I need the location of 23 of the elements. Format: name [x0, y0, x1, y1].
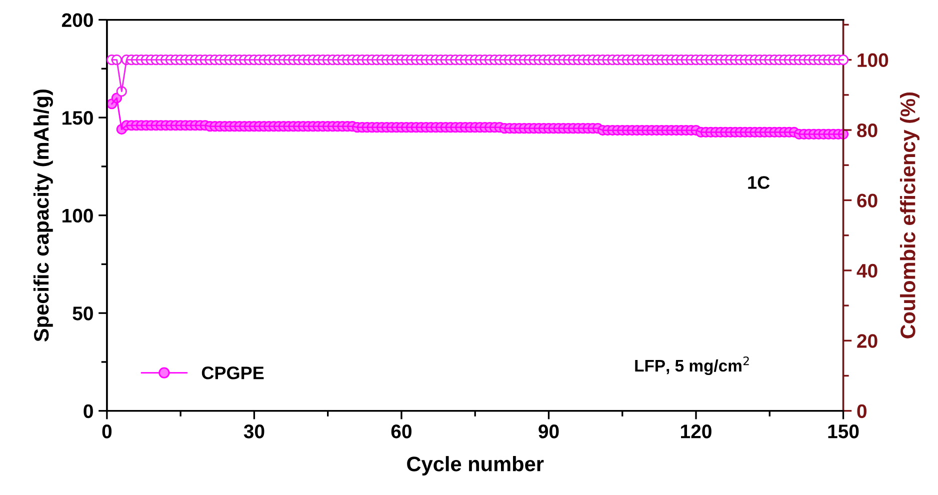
annotation: LFP, 5 mg/cm$^{2}$ — [635, 356, 749, 376]
y2-tick-label: 60 — [857, 194, 878, 208]
y2-tick-label: 80 — [857, 123, 878, 138]
y-axis-title: Specific capacity (mAh/g) — [33, 90, 53, 342]
y2-tick-label: 20 — [857, 334, 878, 348]
y2-tick-label: 100 — [858, 53, 888, 68]
x-tick-label: 30 — [244, 424, 264, 438]
y-tick-label: 150 — [62, 111, 93, 125]
x-tick-label: 120 — [681, 424, 712, 438]
x-tick-label: 90 — [538, 424, 559, 438]
x-tick-label: 0 — [102, 424, 112, 438]
annotation: 1C — [748, 176, 770, 189]
y-tick-label: 200 — [62, 13, 93, 28]
y2-tick-label: 0 — [857, 404, 866, 418]
legend-label: CPGPE — [202, 366, 264, 380]
x-tick-label: 60 — [391, 424, 412, 438]
y-tick-label: 100 — [62, 208, 93, 223]
y2-axis-title: Coulombic efficiency (%) — [900, 92, 920, 338]
y2-tick-label: 40 — [856, 264, 878, 278]
x-axis-title: Cycle number — [407, 456, 544, 476]
y-tick-label: 0 — [84, 404, 93, 418]
x-tick-label: 150 — [828, 424, 859, 438]
y-tick-label: 50 — [72, 306, 93, 320]
